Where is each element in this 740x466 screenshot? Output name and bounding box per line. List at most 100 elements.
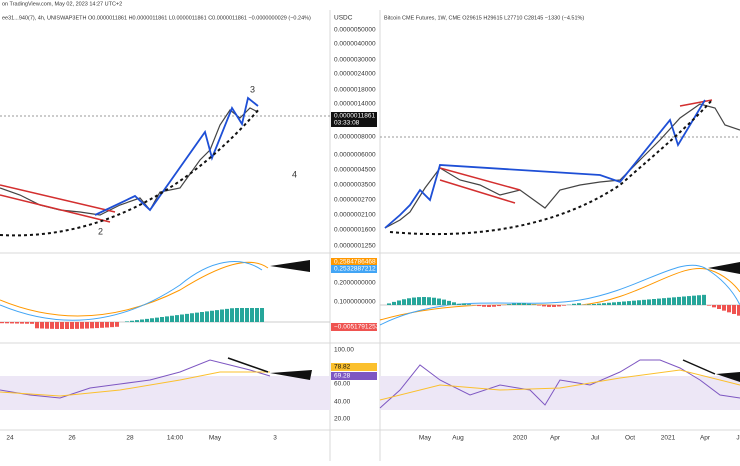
histogram-bar: [617, 302, 621, 305]
histogram-bar: [442, 300, 446, 305]
histogram-bar: [225, 309, 229, 322]
histogram-bar: [215, 310, 219, 322]
axis-label: 0.0000004500: [334, 167, 376, 174]
x-label: May: [209, 435, 222, 442]
axis-label: 0.0000002100: [334, 212, 376, 219]
histogram-bar: [20, 322, 24, 324]
histogram-bar: [542, 305, 546, 306]
x-label: J: [736, 435, 739, 442]
histogram-bar: [467, 304, 471, 305]
histogram-bar: [667, 298, 671, 305]
histogram-bar: [702, 295, 706, 305]
histogram-bar: [622, 302, 626, 306]
histogram-bar: [185, 314, 189, 322]
histogram-bar: [477, 305, 481, 306]
source: on TradingView.com, May 02, 2023 14:27 U…: [2, 1, 122, 7]
histogram-bar: [230, 308, 234, 322]
histogram-bar: [642, 300, 646, 305]
histogram-bar: [437, 299, 441, 305]
axis-label: 40.00: [334, 399, 351, 406]
axis-label: 60.00: [334, 381, 351, 388]
axis-label: 0.1000000000: [334, 299, 376, 306]
annotation: 4: [292, 169, 297, 179]
histogram-bar: [200, 312, 204, 322]
histogram-bar: [662, 298, 666, 305]
histogram-bar: [220, 310, 224, 323]
histogram-bar: [240, 308, 244, 322]
legend: Bitcoin CME Futures, 1W, CME O29615 H296…: [384, 15, 584, 21]
histogram-bar: [180, 315, 184, 323]
annotation: 3: [250, 84, 255, 94]
histogram-bar: [677, 297, 681, 305]
histogram-bar: [40, 322, 44, 329]
histogram-bar: [397, 300, 401, 305]
histogram-bar: [30, 322, 34, 324]
histogram-bar: [512, 303, 516, 305]
histogram-bar: [627, 301, 631, 305]
histogram-bar: [75, 322, 79, 329]
annotation: 2: [98, 226, 103, 236]
histogram-bar: [250, 308, 254, 322]
x-label: 28: [126, 435, 134, 442]
histogram-bar: [417, 297, 421, 305]
histogram-bar: [402, 299, 406, 305]
histogram-bar: [55, 322, 59, 329]
histogram-bar: [15, 322, 19, 324]
histogram-bar: [140, 320, 144, 323]
histogram-bar: [70, 322, 74, 329]
histogram-bar: [527, 304, 531, 305]
histogram-bar: [412, 298, 416, 305]
histogram-bar: [632, 301, 636, 305]
x-label: 2020: [513, 435, 528, 442]
axis-label: 0.0000008000: [334, 134, 376, 141]
histogram-bar: [522, 303, 526, 305]
histogram-bar: [717, 305, 721, 309]
x-label: 26: [68, 435, 76, 442]
histogram-bar: [407, 298, 411, 305]
rsi-band: [0, 376, 330, 410]
axis-label: 0.0000006000: [334, 152, 376, 159]
axis-label: 100.00: [334, 347, 354, 354]
histogram-bar: [170, 316, 174, 322]
histogram-bar: [175, 315, 179, 322]
badge-label: 69.28: [334, 373, 351, 380]
histogram-bar: [727, 305, 731, 312]
histogram-bar: [60, 322, 64, 329]
histogram-bar: [165, 316, 169, 322]
histogram-bar: [697, 295, 701, 305]
histogram-bar: [487, 305, 491, 307]
histogram-bar: [507, 304, 511, 305]
badge-label: 78.82: [334, 364, 351, 371]
histogram-bar: [712, 305, 716, 307]
histogram-bar: [432, 298, 436, 305]
histogram-bar: [607, 303, 611, 305]
histogram-bar: [687, 296, 691, 305]
x-label: 14:00: [167, 435, 184, 442]
histogram-bar: [210, 311, 214, 322]
histogram-bar: [255, 308, 259, 322]
histogram-bar: [135, 320, 139, 322]
histogram-bar: [722, 305, 726, 311]
histogram-bar: [637, 300, 641, 305]
histogram-bar: [100, 322, 104, 328]
histogram-bar: [105, 322, 109, 327]
histogram-bar: [427, 297, 431, 305]
currency: USDC: [334, 15, 353, 22]
histogram-bar: [587, 304, 591, 305]
histogram-bar: [245, 308, 249, 322]
x-label: 24: [6, 435, 14, 442]
histogram-bar: [692, 296, 696, 305]
histogram-bar: [155, 318, 159, 322]
axis-label: 0.2000000000: [334, 280, 376, 287]
histogram-bar: [45, 322, 49, 329]
histogram-bar: [482, 305, 486, 307]
x-label: Apr: [700, 435, 711, 442]
histogram-bar: [260, 308, 264, 322]
histogram-bar: [85, 322, 89, 329]
histogram-bar: [612, 302, 616, 305]
histogram-bar: [35, 322, 39, 328]
histogram-bar: [597, 304, 601, 305]
x-label: 2021: [661, 435, 676, 442]
badge-label: 0.2584786468: [334, 259, 376, 266]
histogram-bar: [110, 322, 114, 327]
